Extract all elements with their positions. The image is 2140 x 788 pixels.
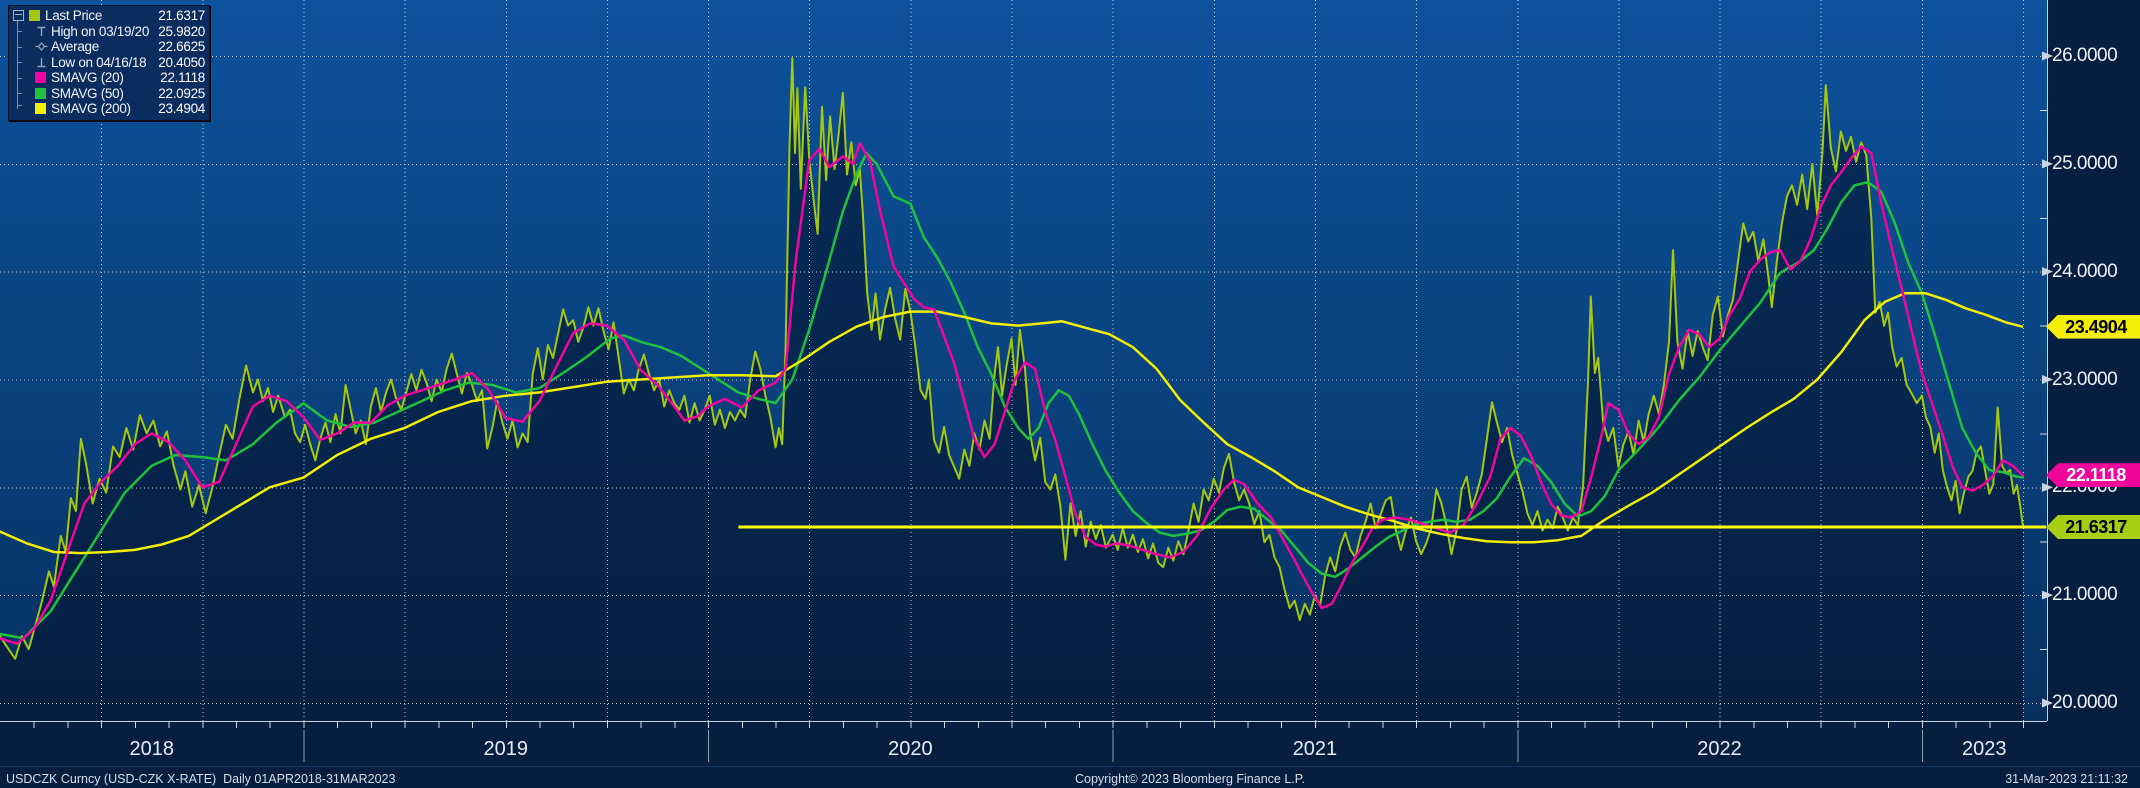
year-label-2022: 2022 (1697, 738, 1742, 760)
legend-label: Last Price (45, 8, 103, 24)
y-axis-label: 23.0000 (2052, 368, 2118, 390)
legend-tree-gutter (13, 101, 29, 117)
average-marker-icon (35, 42, 48, 52)
legend-tree-gutter (13, 54, 29, 70)
high-marker-icon (37, 26, 46, 36)
legend-row-high[interactable]: High on 03/19/20 25.9820 (13, 23, 205, 39)
y-axis-label: 21.0000 (2052, 584, 2118, 606)
series-color-swatch (35, 72, 46, 84)
chart-legend[interactable]: Last Price 21.6317 High on 03/19/20 25.9820… (8, 5, 210, 121)
series-color-swatch (35, 87, 46, 99)
year-label-2021: 2021 (1292, 738, 1338, 760)
timestamp: 31-Mar-2023 21:11:32 (2005, 772, 2128, 786)
legend-value: 20.4050 (158, 54, 205, 70)
y-axis-label: 26.0000 (2052, 45, 2118, 67)
copyright-text: Copyright© 2023 Bloomberg Finance L.P. (1075, 772, 1305, 786)
y-axis-tick-arrow-icon (2042, 698, 2053, 708)
legend-tree-gutter (13, 23, 29, 39)
year-label-2018: 2018 (129, 738, 174, 760)
legend-value: 23.4904 (158, 101, 205, 117)
y-axis-tick-arrow-icon (2042, 375, 2053, 385)
legend-value: 22.0925 (158, 85, 205, 101)
y-axis-tick-arrow-icon (2042, 267, 2053, 277)
series-line-smasmasmasmasmasmasma20sma (0, 142, 2025, 645)
y-axis-tick-arrow-icon (2042, 590, 2053, 600)
y-axis-tick-arrow-icon (2042, 159, 2053, 169)
legend-row-smavg200[interactable]: SMAVG (200) 23.4904 (13, 101, 205, 117)
year-label-2020: 2020 (888, 738, 933, 760)
legend-label: High on 03/19/20 (51, 23, 150, 39)
year-label-2019: 2019 (483, 738, 529, 760)
legend-tree-gutter (13, 8, 29, 24)
y-axis-tick-arrow-icon (2042, 482, 2053, 492)
legend-tree-gutter (13, 70, 29, 86)
price-callout-label[interactable]: 23.4904 (2046, 314, 2140, 339)
legend-label: Low on 04/16/18 (51, 54, 147, 70)
year-label-2023: 2023 (1961, 738, 2007, 760)
series-line-price (0, 57, 2024, 660)
plot-layer (0, 0, 2047, 721)
legend-row-smavg20[interactable]: SMAVG (20) 22.1118 (13, 70, 205, 86)
legend-collapse-icon[interactable] (13, 10, 24, 22)
series-color-swatch (29, 10, 40, 22)
legend-value: 22.6625 (158, 39, 205, 55)
legend-tree-gutter (13, 85, 29, 101)
low-marker-icon (37, 57, 46, 67)
legend-label: SMAVG (20) (51, 70, 124, 86)
footer-separator (0, 766, 2140, 767)
series-color-swatch (35, 103, 46, 115)
series-line-smasmasmasmasmasmasma200sma (0, 291, 2024, 555)
security-description: USDCZK Curncy (USD-CZK X-RATE) Daily 01A… (6, 772, 396, 786)
legend-label: SMAVG (50) (51, 85, 124, 101)
legend-tree-gutter (13, 39, 29, 55)
price-callout-label[interactable]: 22.1118 (2046, 463, 2140, 488)
price-callout-label[interactable]: 21.6317 (2046, 515, 2140, 540)
series-line-smasmasmasmasmasmasma50sma (0, 151, 2025, 640)
y-axis-label: 20.0000 (2052, 692, 2118, 713)
y-axis-label: 24.0000 (2052, 260, 2118, 282)
y-axis-tick-arrow-icon (2042, 51, 2053, 61)
legend-value: 25.9820 (158, 23, 205, 39)
legend-value: 21.6317 (158, 8, 205, 24)
legend-row-average[interactable]: Average 22.6625 (13, 39, 205, 55)
legend-row-last-price[interactable]: Last Price 21.6317 (13, 8, 205, 24)
y-axis-label: 25.0000 (2052, 152, 2118, 174)
legend-label: Average (51, 39, 99, 55)
legend-value: 22.1118 (160, 70, 205, 86)
legend-rows: Last Price 21.6317 High on 03/19/20 25.9820… (13, 8, 205, 117)
legend-row-smavg50[interactable]: SMAVG (50) 22.0925 (13, 85, 205, 101)
legend-label: SMAVG (200) (51, 101, 131, 117)
legend-row-low[interactable]: Low on 04/16/18 20.4050 (13, 54, 205, 70)
